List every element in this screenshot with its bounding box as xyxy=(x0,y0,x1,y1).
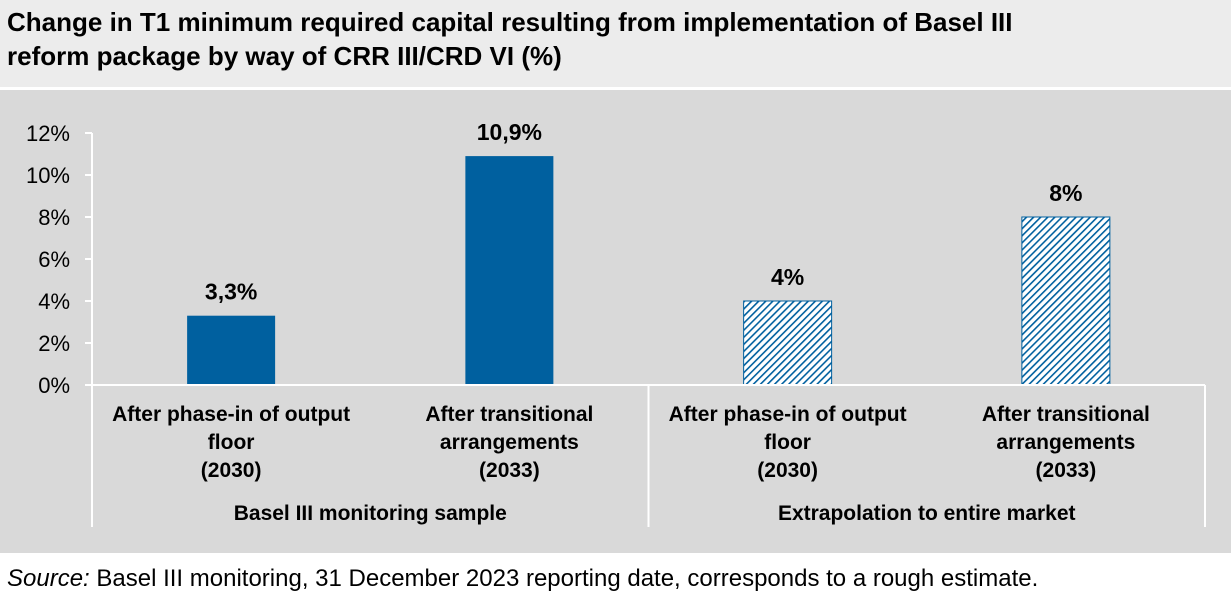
y-tick-label: 8% xyxy=(38,205,70,230)
source-label: Source: xyxy=(7,565,90,592)
bar xyxy=(1021,216,1111,386)
category-label: After transitional xyxy=(425,403,593,426)
source-text: Basel III monitoring, 31 December 2023 r… xyxy=(96,565,1039,592)
y-tick-label: 6% xyxy=(38,247,70,272)
category-label: After phase-in of output xyxy=(669,403,907,426)
chart-title-line-1: Change in T1 minimum required capital re… xyxy=(7,7,1013,37)
y-tick-label: 4% xyxy=(38,289,70,314)
group-label: Extrapolation to entire market xyxy=(778,502,1076,525)
category-label: arrangements xyxy=(996,431,1135,454)
data-label: 10,9% xyxy=(477,119,542,145)
data-label: 4% xyxy=(771,264,804,290)
y-tick-label: 0% xyxy=(38,373,70,398)
plot-area: 0% 2% 4% 6% 8% 10% 12% 3,3% 10,9% 4% 8% After phase… xyxy=(0,90,1231,553)
y-tick-label: 10% xyxy=(26,163,70,188)
category-label: (2030) xyxy=(201,459,262,482)
bar xyxy=(465,156,554,385)
y-tick-label: 2% xyxy=(38,331,70,356)
category-label: floor xyxy=(208,431,255,454)
chart-title: Change in T1 minimum required capital re… xyxy=(0,0,1231,87)
category-label: floor xyxy=(764,431,811,454)
bar-chart: 0% 2% 4% 6% 8% 10% 12% 3,3% 10,9% 4% 8% After phase… xyxy=(26,119,1206,527)
data-label: 3,3% xyxy=(205,279,257,305)
category-label: (2033) xyxy=(1036,459,1097,482)
data-label: 8% xyxy=(1049,180,1082,206)
category-label: (2033) xyxy=(479,459,540,482)
y-tick-label: 12% xyxy=(26,121,70,146)
source-note: Source: Basel III monitoring, 31 Decembe… xyxy=(7,565,1038,593)
category-label: (2030) xyxy=(757,459,818,482)
category-label: After phase-in of output xyxy=(112,403,350,426)
chart-title-line-2: reform package by way of CRR III/CRD VI … xyxy=(7,41,562,71)
category-label: arrangements xyxy=(440,431,579,454)
bar xyxy=(743,300,833,386)
category-label: After transitional xyxy=(982,403,1150,426)
group-label: Basel III monitoring sample xyxy=(234,502,507,525)
bar xyxy=(187,315,276,385)
